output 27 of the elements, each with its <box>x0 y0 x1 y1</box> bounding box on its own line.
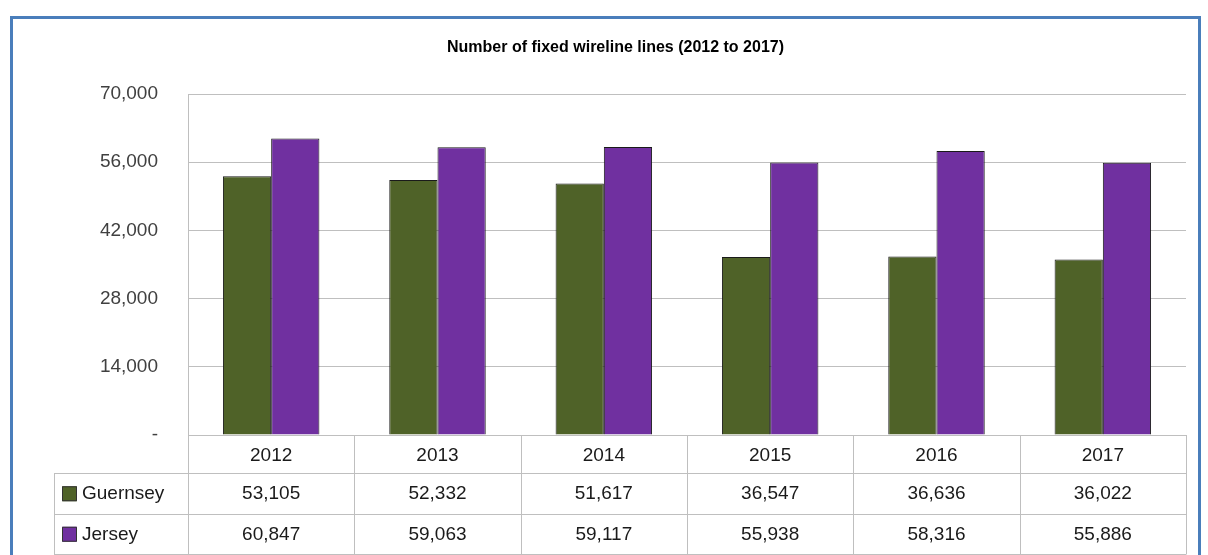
x-tick-label: 2017 <box>1081 443 1124 465</box>
data-label: 60,847 <box>242 522 301 544</box>
data-label: 55,886 <box>1073 522 1132 544</box>
data-label: 36,547 <box>741 482 800 504</box>
legend-label: Guernsey <box>82 482 165 504</box>
data-label: 36,022 <box>1073 482 1132 504</box>
y-tick-label: 14,000 <box>99 355 158 377</box>
x-tick-label: 2015 <box>749 443 792 465</box>
x-tick-label: 2012 <box>250 443 293 465</box>
data-label: 36,636 <box>907 482 966 504</box>
data-label: 58,316 <box>907 522 966 544</box>
data-label: 53,105 <box>242 482 301 504</box>
data-label: 52,332 <box>408 482 467 504</box>
x-tick-label: 2013 <box>416 443 459 465</box>
data-label: 59,117 <box>575 522 633 544</box>
x-tick-label: 2016 <box>915 443 958 465</box>
y-tick-label: 56,000 <box>99 150 158 172</box>
y-tick-label: 42,000 <box>99 218 158 240</box>
y-tick-label: - <box>151 423 158 445</box>
y-tick-label: 28,000 <box>99 286 158 308</box>
chart-title: Number of fixed wireline lines (2012 to 2017) <box>447 38 784 56</box>
data-label: 55,938 <box>741 522 800 544</box>
data-label: 59,063 <box>408 522 467 544</box>
data-label: 51,617 <box>574 482 633 504</box>
legend-label: Jersey <box>82 522 139 544</box>
x-tick-label: 2014 <box>582 443 626 465</box>
y-tick-label: 70,000 <box>99 82 158 104</box>
